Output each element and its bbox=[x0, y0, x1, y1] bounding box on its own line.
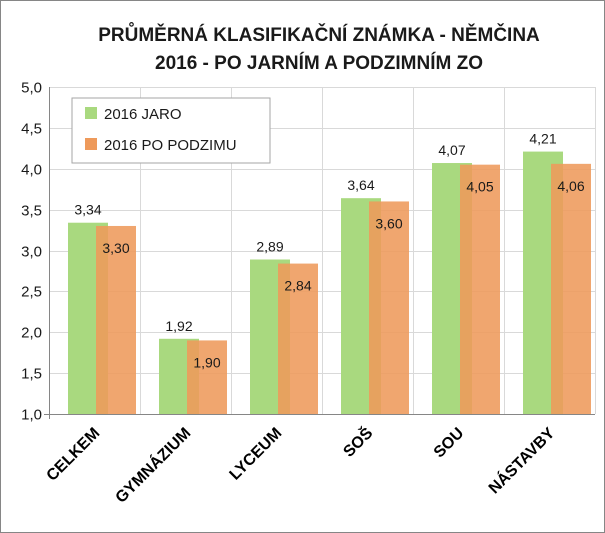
data-label-jaro: 3,64 bbox=[347, 177, 374, 193]
data-label-jaro: 4,21 bbox=[529, 131, 556, 147]
bar-podzim bbox=[551, 163, 591, 414]
category-label: SOŠ bbox=[339, 423, 377, 461]
category-label: CELKEM bbox=[44, 425, 104, 485]
bar-podzim bbox=[369, 201, 409, 414]
y-tick-label: 2,0 bbox=[21, 325, 42, 342]
x-axis-categories: CELKEM GYMNÁZIUM LYCEUM SOŠ SOU NÁSTAVBY bbox=[44, 423, 559, 506]
legend-box bbox=[71, 97, 271, 164]
legend-swatch-podzim bbox=[85, 138, 97, 150]
legend-label-podzim: 2016 PO PODZIMU bbox=[104, 137, 237, 154]
data-label-jaro: 1,92 bbox=[165, 318, 192, 334]
category-label: LYCEUM bbox=[227, 425, 286, 484]
bar-podzim bbox=[187, 340, 227, 414]
data-label-podzim: 4,05 bbox=[466, 179, 493, 195]
data-labels: 3,34 1,92 2,89 3,64 4,07 4,21 3,30 1,90 2,84 3,60… bbox=[74, 131, 584, 371]
bar-podzim bbox=[96, 225, 136, 414]
category-label: NÁSTAVBY bbox=[484, 423, 558, 497]
y-tick-label: 5,0 bbox=[21, 80, 42, 97]
data-label-podzim: 4,06 bbox=[557, 178, 584, 194]
data-label-podzim: 3,60 bbox=[375, 215, 402, 231]
y-tick-label: 1,0 bbox=[21, 407, 42, 424]
legend-label-jaro: 2016 JARO bbox=[104, 106, 182, 123]
data-label-jaro: 3,34 bbox=[74, 202, 101, 218]
y-axis: 1,0 1,5 2,0 2,5 3,0 3,5 4,0 4,5 5,0 bbox=[21, 80, 595, 424]
category-label: SOU bbox=[431, 425, 468, 462]
chart-title-line-2: 2016 - PO JARNÍM A PODZIMNÍM ZO bbox=[155, 52, 483, 74]
y-tick-label: 3,5 bbox=[21, 203, 42, 220]
category-label: GYMNÁZIUM bbox=[111, 423, 194, 506]
bar-podzim bbox=[460, 164, 500, 414]
y-tick-label: 1,5 bbox=[21, 366, 42, 383]
legend: 2016 JARO 2016 PO PODZIMU bbox=[71, 97, 271, 164]
data-label-podzim: 2,84 bbox=[284, 278, 311, 294]
data-label-jaro: 4,07 bbox=[438, 142, 465, 158]
data-label-jaro: 2,89 bbox=[256, 238, 283, 254]
bars bbox=[68, 151, 591, 414]
data-label-podzim: 1,90 bbox=[193, 354, 220, 370]
y-tick-label: 3,0 bbox=[21, 244, 42, 261]
bar-podzim bbox=[278, 263, 318, 414]
y-tick-label: 2,5 bbox=[21, 284, 42, 301]
y-tick-label: 4,0 bbox=[21, 162, 42, 179]
y-tick-label: 4,5 bbox=[21, 121, 42, 138]
legend-swatch-jaro bbox=[85, 107, 97, 119]
chart-title-line-1: PRŮMĚRNÁ KLASIFIKAČNÍ ZNÁMKA - NĚMČINA bbox=[98, 23, 540, 46]
data-label-podzim: 3,30 bbox=[102, 240, 129, 256]
